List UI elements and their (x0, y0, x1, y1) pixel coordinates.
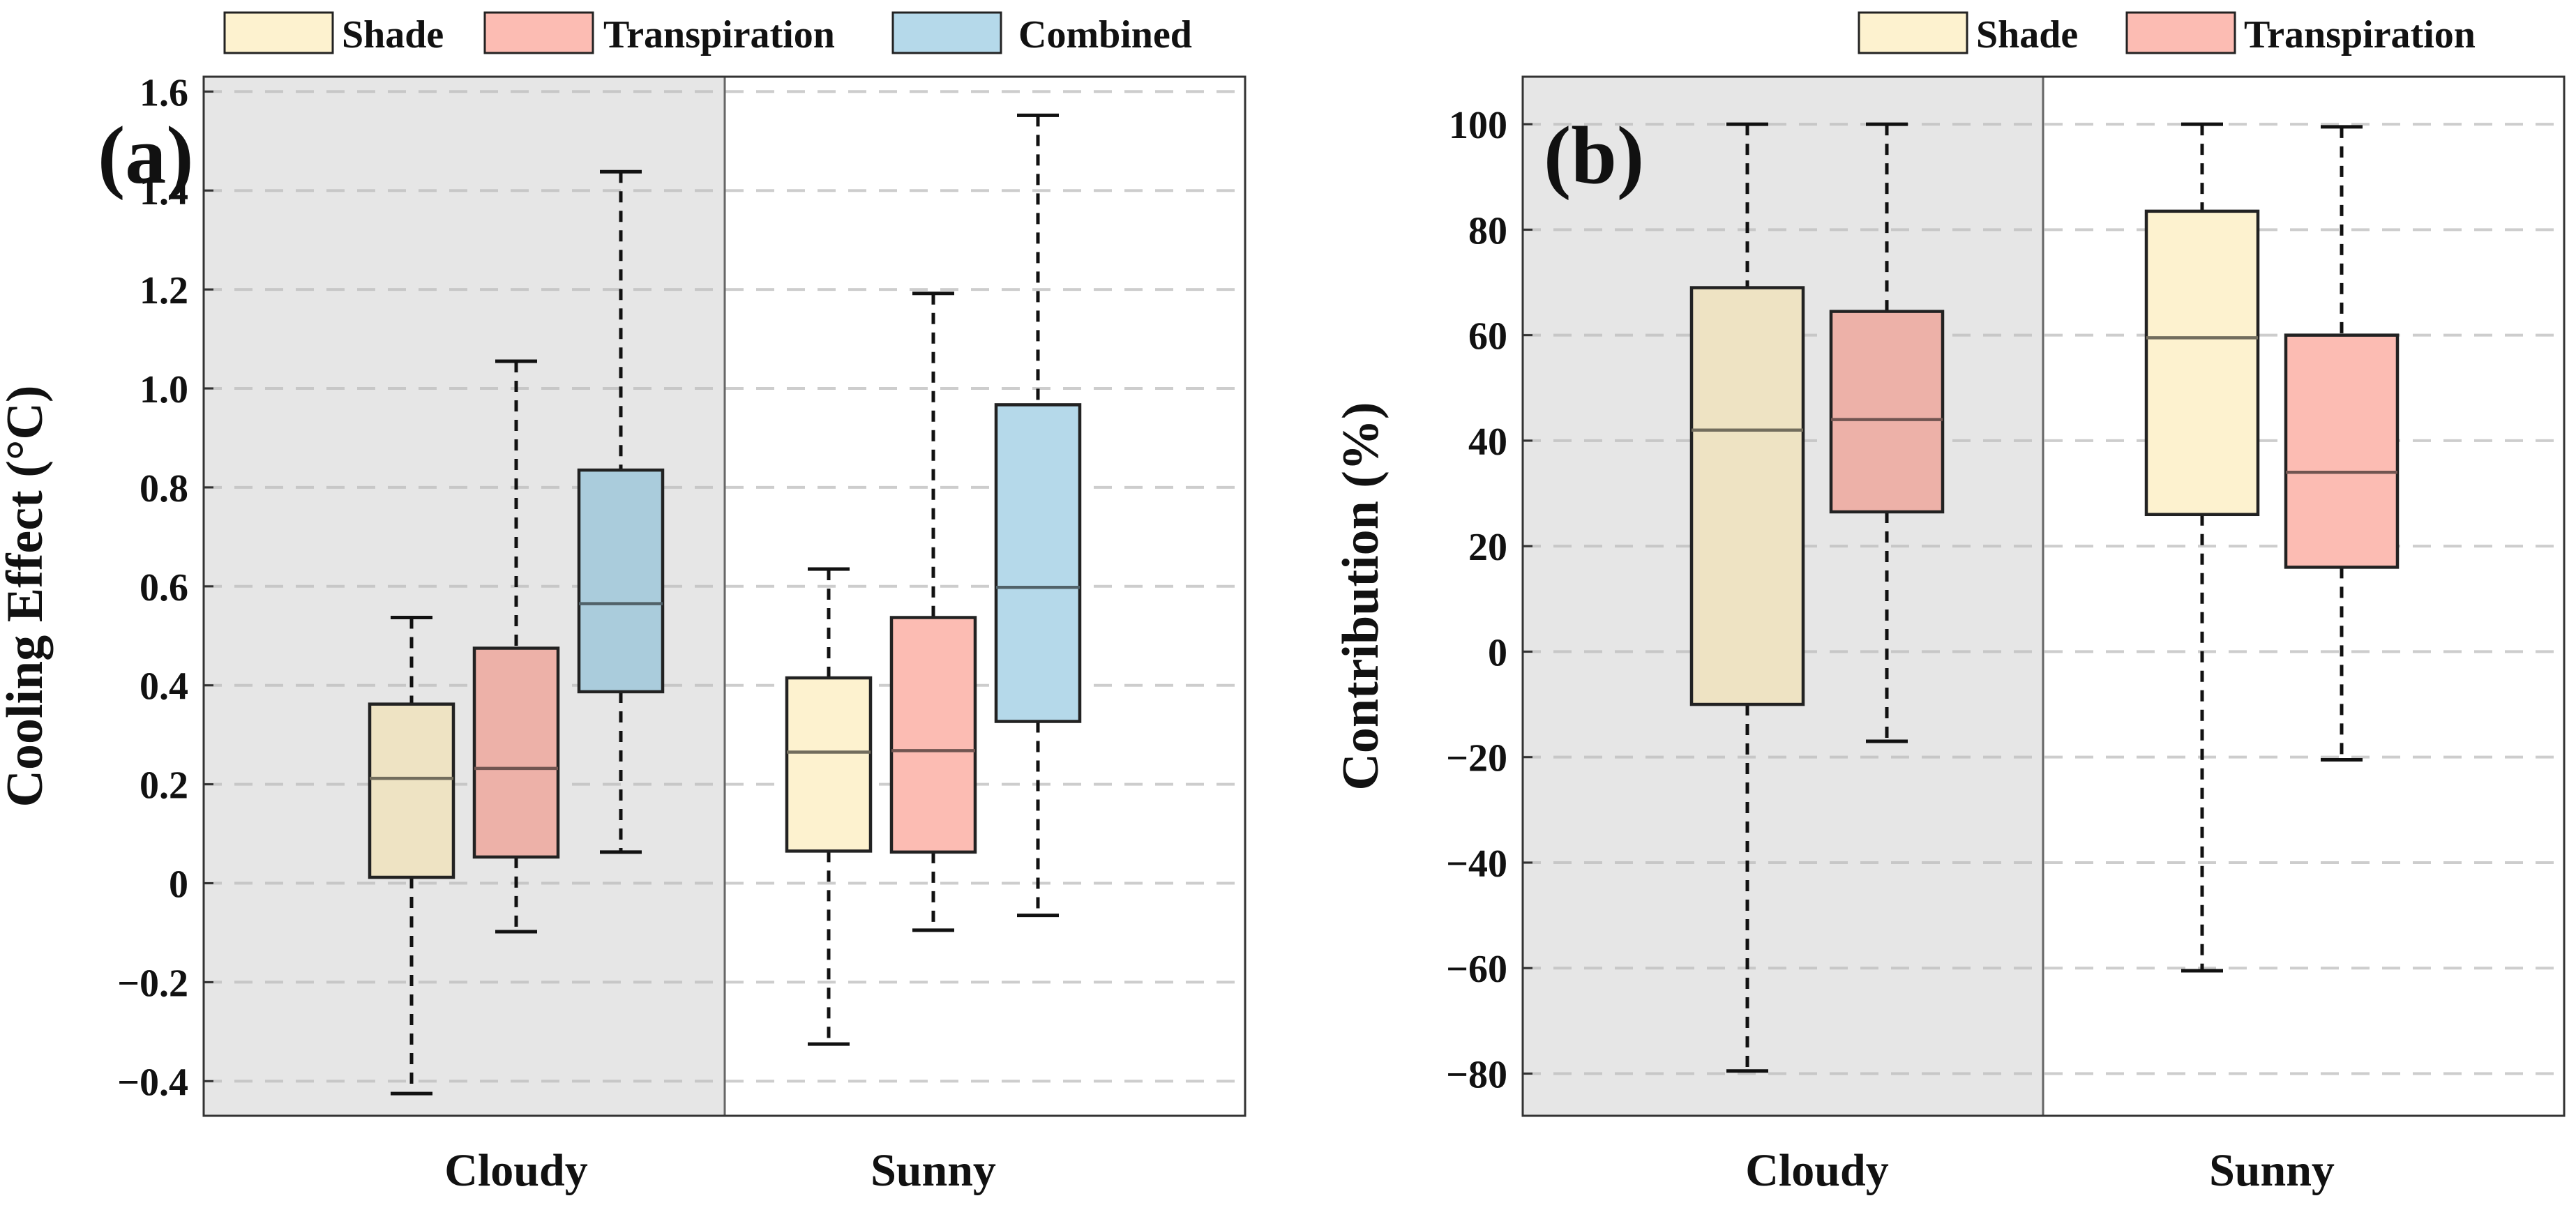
y-tick-label: −80 (1446, 1053, 1507, 1096)
y-tick-label: 1.0 (140, 368, 188, 411)
box-shade-cloudy (1689, 122, 1805, 1073)
chart-panel-a: −0.4 −0.2 0 0.2 0.4 0.6 0.8 1.0 1.2 1.4 1.6 Cloudy S… (0, 11, 1246, 1196)
y-tick-label: 1.4 (140, 170, 188, 213)
y-tick-label: 1.2 (140, 269, 188, 312)
iqr-box (889, 616, 977, 854)
y-axis-label: Contribution (%) (1332, 402, 1389, 790)
box-shade-sunny (2144, 122, 2260, 973)
legend-label: Shade (342, 13, 444, 56)
box-combined-cloudy (577, 169, 665, 854)
legend-swatch (483, 11, 594, 54)
iqr-box (994, 403, 1082, 723)
y-tick-label: 80 (1468, 209, 1507, 252)
iqr-box (1689, 286, 1805, 706)
x-category-label: Sunny (871, 1145, 996, 1196)
legend-item-transpiration: Transpiration (2125, 11, 2476, 56)
iqr-box (1829, 310, 1945, 514)
x-category-label: Cloudy (1745, 1145, 1888, 1196)
iqr-box (2144, 209, 2260, 517)
iqr-box (577, 468, 665, 694)
y-tick-label: −60 (1446, 948, 1507, 991)
box-shade-sunny (785, 567, 873, 1046)
legend-swatch (223, 11, 334, 54)
box-transpiration-sunny (2284, 125, 2400, 762)
y-tick-label: −20 (1446, 737, 1507, 780)
y-tick-label: 1.6 (140, 71, 188, 114)
y-tick-label: 0.8 (140, 467, 188, 510)
y-tick-label: 100 (1449, 104, 1507, 147)
box-combined-sunny (994, 113, 1082, 918)
legend-item-combined: Combined (891, 11, 1192, 56)
legend-label: Transpiration (2244, 13, 2476, 56)
y-tick-label: −0.2 (117, 962, 188, 1005)
legend-item-shade: Shade (1858, 11, 2078, 56)
iqr-box (368, 702, 455, 879)
iqr-box (2284, 333, 2400, 569)
chart-panel-b: −80 −60 −40 −20 0 20 40 60 80 100 Cloudy Sunny Contr… (1332, 11, 2566, 1196)
box-transpiration-cloudy (1829, 122, 1945, 743)
legend-label: Transpiration (603, 13, 835, 56)
legend-item-shade: Shade (223, 11, 444, 56)
legend-swatch (2125, 11, 2236, 54)
iqr-box (785, 676, 873, 853)
y-tick-label: −0.4 (117, 1061, 188, 1104)
y-tick-label: 40 (1468, 421, 1507, 464)
legend-label: Shade (1976, 13, 2078, 56)
box-transpiration-sunny (889, 292, 977, 932)
legend-swatch (1858, 11, 1968, 54)
y-tick-label: −40 (1446, 842, 1507, 886)
legend-label: Combined (1018, 13, 1192, 56)
panel-label: (a) (98, 109, 194, 201)
panel-label: (b) (1544, 109, 1644, 201)
box-shade-cloudy (368, 616, 455, 1096)
y-tick-label: 60 (1468, 315, 1507, 358)
axes-frame (1521, 75, 2566, 1117)
y-tick-label: 0 (1488, 631, 1507, 674)
iqr-box (472, 646, 560, 859)
axes-frame (202, 75, 1246, 1117)
legend-item-transpiration: Transpiration (483, 11, 835, 56)
legend-swatch (891, 11, 1002, 54)
box-transpiration-cloudy (472, 359, 560, 934)
y-tick-label: 20 (1468, 526, 1507, 569)
y-tick-label: 0 (169, 863, 188, 907)
y-tick-label: 0.6 (140, 566, 188, 610)
y-tick-label: 0.4 (140, 665, 188, 709)
y-tick-label: 0.2 (140, 764, 188, 808)
y-axis-label: Cooling Effect (°C) (0, 385, 54, 807)
x-category-label: Sunny (2209, 1145, 2335, 1196)
x-category-label: Cloudy (444, 1145, 587, 1196)
